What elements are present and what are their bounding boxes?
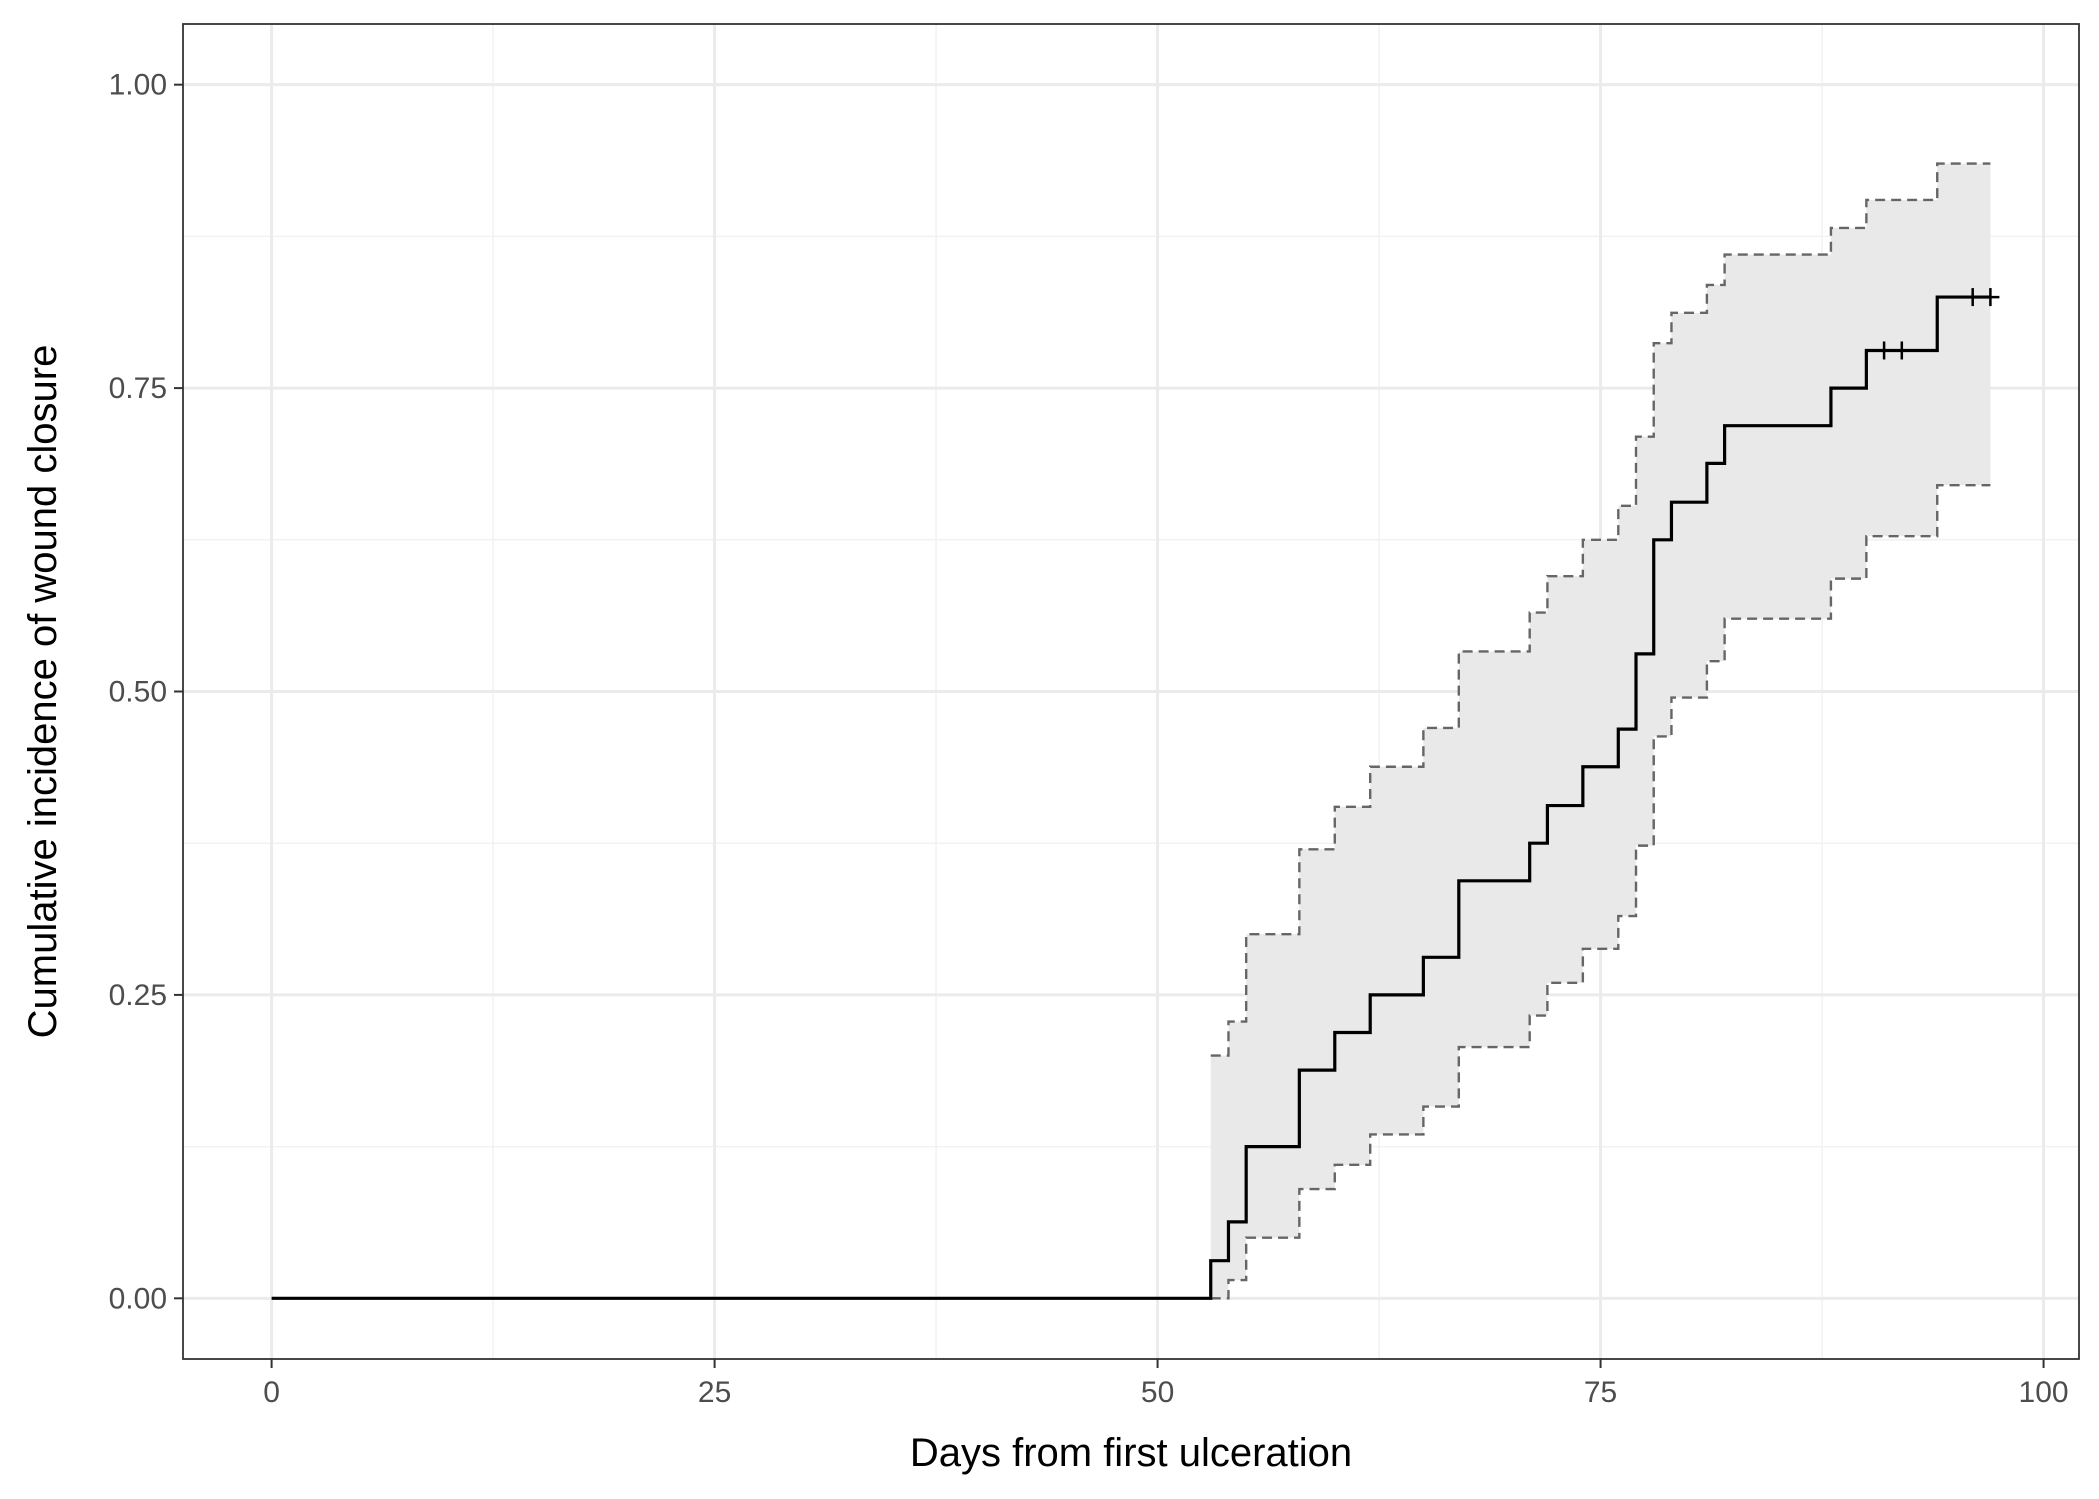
y-tick-label: 0.00 xyxy=(109,1282,167,1315)
x-tick-label: 100 xyxy=(2019,1376,2069,1409)
estimate-step-line xyxy=(271,295,1991,1300)
y-axis-ticks: 0.00 0.25 0.50 0.75 1.00 xyxy=(109,69,183,1315)
lower-ci-step-line xyxy=(1210,483,1991,1300)
y-tick-label: 1.00 xyxy=(109,69,167,102)
x-axis-ticks: 0 25 50 75 100 xyxy=(263,1359,2069,1409)
x-tick-label: 75 xyxy=(1584,1376,1617,1409)
y-tick-label: 0.75 xyxy=(109,372,167,405)
x-tick-label: 50 xyxy=(1141,1376,1174,1409)
series-lines xyxy=(271,162,1991,1300)
minor-gridlines xyxy=(183,24,2079,1359)
confidence-band xyxy=(1210,163,1991,1299)
x-tick-label: 25 xyxy=(698,1376,731,1409)
confidence-band-area xyxy=(1210,163,1991,1299)
x-tick-label: 0 xyxy=(263,1376,280,1409)
y-tick-label: 0.25 xyxy=(109,979,167,1012)
censor-marks xyxy=(1875,288,2000,360)
y-tick-label: 0.50 xyxy=(109,676,167,709)
y-axis-title: Cumulative incidence of wound closure xyxy=(21,345,65,1039)
upper-ci-step-line xyxy=(1210,162,1991,1057)
x-axis-title: Days from first ulceration xyxy=(910,1431,1352,1475)
